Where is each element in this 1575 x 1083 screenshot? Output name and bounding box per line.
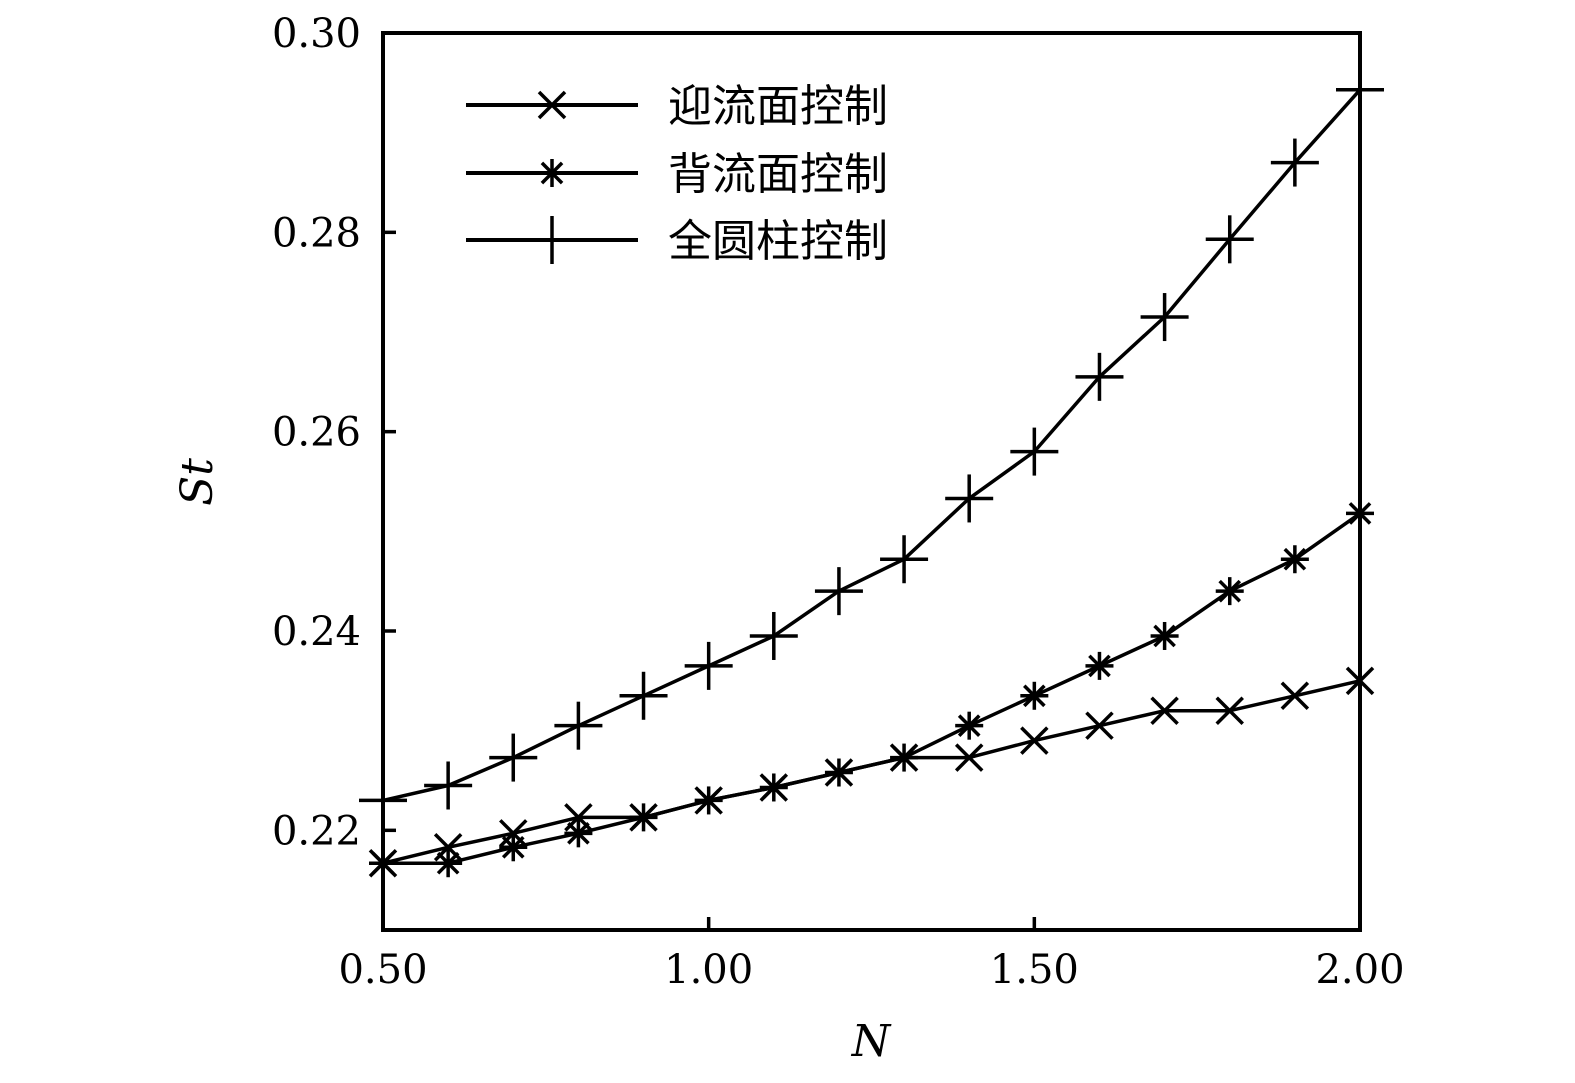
data-point: [564, 819, 593, 848]
data-point: [890, 743, 919, 772]
y-axis-title: St: [172, 458, 223, 506]
x-axis-title: N: [851, 1016, 892, 1067]
x-tick-label: 0.50: [338, 947, 427, 993]
data-point: [1020, 681, 1049, 710]
series-line-2: [383, 511, 1362, 865]
y-tick-label: 0.30: [272, 11, 361, 57]
legend-item: 背流面控制: [466, 149, 888, 200]
data-point: [1215, 696, 1244, 725]
data-point: [880, 535, 929, 584]
x-tick-label: 1.50: [990, 947, 1079, 993]
legend-marker: [537, 90, 567, 120]
data-point: [1140, 293, 1189, 342]
data-point: [1150, 621, 1179, 650]
y-tick-label: 0.26: [272, 410, 361, 456]
data-point: [619, 671, 668, 720]
data-point: [434, 849, 463, 878]
data-point: [1150, 696, 1179, 725]
x-tick-label: 2.00: [1315, 947, 1404, 993]
legend-item: 迎流面控制: [466, 81, 888, 132]
data-point: [629, 803, 658, 832]
plot-frame: [381, 31, 1362, 932]
y-tick-label: 0.22: [272, 808, 361, 854]
legend-label: 迎流面控制: [668, 81, 888, 132]
data-point: [1280, 681, 1310, 711]
data-point: [694, 786, 723, 815]
data-point: [1075, 352, 1124, 401]
data-point: [955, 711, 984, 740]
series-layer: [359, 65, 1384, 878]
data-point: [945, 474, 994, 523]
data-point: [824, 758, 853, 787]
x-tick-label: 1.00: [664, 947, 753, 993]
legend-marker: [528, 216, 576, 264]
series-2: [369, 499, 1374, 878]
legend-label: 背流面控制: [668, 149, 888, 200]
data-point: [1280, 545, 1309, 574]
data-point: [489, 733, 538, 782]
data-point: [1270, 138, 1319, 187]
data-point: [954, 743, 984, 772]
series-line-1: [382, 679, 1361, 865]
ticks-layer: 0.50 1.00 1.50 2.00 0.22 0.24 0.26 0.28 0.30: [272, 11, 1405, 993]
legend-item: 全圆柱控制: [466, 216, 888, 267]
series-line-3: [382, 88, 1362, 803]
data-point: [749, 611, 798, 660]
data-point: [1020, 726, 1049, 755]
data-point: [1205, 215, 1254, 264]
data-point: [499, 833, 528, 862]
data-point: [1215, 577, 1244, 606]
data-point: [554, 701, 603, 750]
legend-label: 全圆柱控制: [668, 216, 888, 267]
data-point: [1010, 427, 1059, 476]
data-point: [684, 641, 733, 690]
data-point: [1085, 711, 1114, 740]
data-point: [759, 773, 788, 802]
data-point: [814, 567, 863, 616]
legend-marker: [538, 159, 566, 187]
data-point: [424, 761, 473, 810]
y-tick-label: 0.24: [272, 609, 361, 655]
data-point: [1085, 651, 1114, 680]
series-3: [359, 65, 1384, 825]
y-tick-label: 0.28: [272, 210, 361, 256]
